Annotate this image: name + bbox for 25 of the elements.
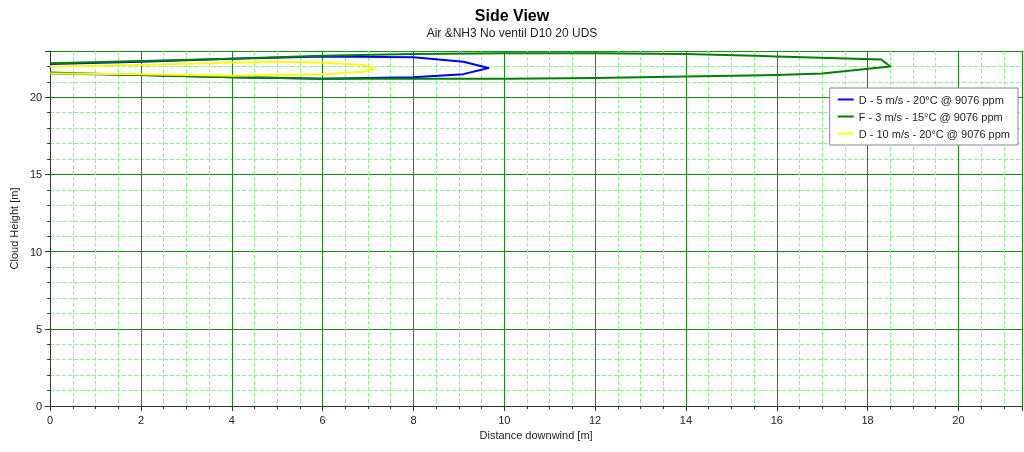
x-axis-title: Distance downwind [m] (479, 429, 593, 442)
y-tick-label: 10 (29, 245, 43, 258)
x-tick-label: 16 (770, 413, 783, 426)
x-tick-label: 4 (228, 413, 235, 426)
x-tick-label: 20 (952, 413, 965, 426)
x-tick-label: 2 (137, 413, 145, 426)
x-tick-label: 10 (498, 413, 511, 426)
legend-label: F - 3 m/s - 15°C @ 9076 ppm (858, 110, 1003, 123)
x-tick-label: 18 (861, 413, 874, 426)
chart-title: Side View (474, 6, 550, 24)
y-tick-label: 15 (29, 168, 43, 181)
y-tick-label: 5 (36, 322, 43, 335)
chart-subtitle: Air &NH3 No ventil D10 20 UDS (426, 26, 598, 40)
legend-label: D - 5 m/s - 20°C @ 9076 ppm (858, 93, 1004, 106)
y-axis-title: Cloud Height [m] (7, 187, 20, 270)
line-series (49, 52, 892, 80)
x-tick-label: 8 (410, 413, 417, 426)
line-series (49, 60, 376, 77)
x-tick-label: 12 (588, 413, 602, 426)
x-tick-label: 6 (319, 413, 326, 426)
legend-label: D - 10 m/s - 20°C @ 9076 ppm (858, 127, 1011, 140)
x-tick-label: 14 (679, 413, 693, 426)
y-tick-label: 20 (29, 91, 43, 104)
y-tick-label: 0 (36, 400, 43, 412)
x-tick-label: 0 (47, 413, 54, 426)
